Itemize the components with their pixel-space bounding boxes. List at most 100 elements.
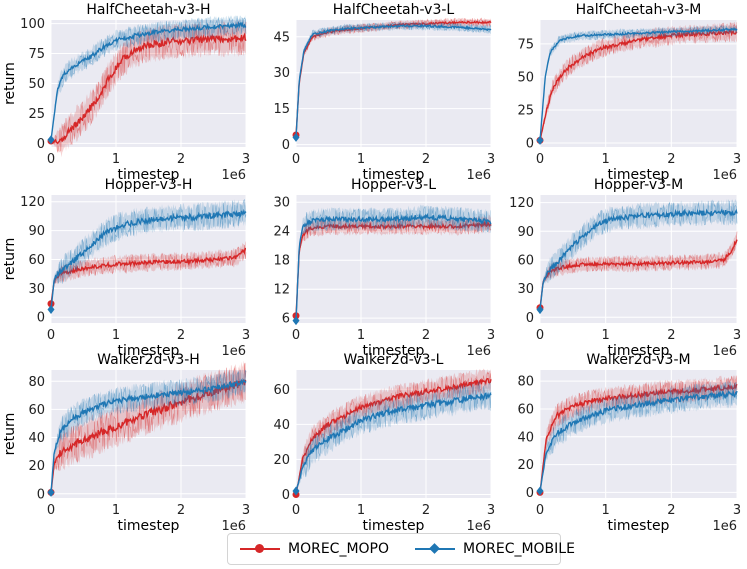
x-scale-label: 1e6	[712, 519, 737, 534]
legend-item-morec-mobile: MOREC_MOBILE	[415, 541, 575, 557]
x-tick-label: 0	[292, 152, 300, 167]
data-point	[292, 316, 300, 326]
y-tick-label: 20	[517, 458, 534, 473]
y-tick-label: 40	[28, 431, 45, 446]
plot-area	[296, 20, 491, 147]
x-tick-label: 0	[47, 328, 55, 343]
y-tick-label: 15	[273, 102, 290, 117]
y-tick-label: 30	[517, 282, 534, 297]
x-axis-label: timestep	[363, 167, 425, 183]
y-tick-label: 12	[273, 283, 290, 298]
confidence-band	[51, 241, 246, 304]
data-point	[536, 486, 544, 496]
y-tick-label: 30	[28, 282, 45, 297]
series-morec-mobile	[292, 204, 492, 326]
data-point	[47, 305, 55, 315]
chart-title: Hopper-v3-L	[351, 177, 436, 193]
x-tick-label: 0	[536, 152, 544, 167]
x-tick-label: 3	[487, 503, 495, 518]
x-scale-label: 1e6	[466, 344, 491, 359]
data-point	[47, 487, 55, 497]
y-tick-label: 25	[28, 107, 45, 122]
mean-line	[50, 247, 246, 304]
noisy-trace	[50, 199, 247, 310]
chart-panel-1: 0 25 50 75 100 0 1 2 3 HalfCheetah-v3-H timestep 1e…	[2, 2, 250, 183]
x-tick-label: 0	[536, 328, 544, 343]
mean-line	[295, 23, 492, 138]
y-tick-label: 90	[28, 224, 45, 239]
chart-panel-6: 0 30 60 90 120 0 1 2 3 Hopper-v3-M timestep 1e6	[509, 177, 741, 359]
confidence-band	[51, 199, 246, 310]
mean-line	[295, 392, 492, 492]
y-tick-label: 25	[517, 103, 534, 118]
y-tick-label: 0	[37, 311, 45, 326]
chart-panel-8: 0 20 40 60 0 1 2 3 Walker2d-v3-L timestep 1e6	[273, 352, 495, 534]
x-tick-label: 3	[487, 152, 495, 167]
noisy-trace	[539, 231, 738, 308]
legend-label-mopo: MOREC_MOPO	[288, 541, 390, 557]
mean-line	[50, 208, 247, 310]
mean-line	[539, 382, 738, 493]
series-morec-mopo	[536, 231, 738, 312]
x-axis-label: timestep	[363, 343, 425, 359]
x-scale-label: 1e6	[466, 168, 491, 183]
y-tick-label: 100	[20, 17, 45, 32]
x-axis-label: timestep	[608, 343, 670, 359]
noisy-trace	[50, 370, 247, 493]
mean-line	[295, 212, 492, 321]
data-point	[536, 305, 544, 315]
confidence-band	[540, 379, 737, 491]
x-tick-label: 1	[112, 328, 120, 343]
y-axis-label: return	[2, 413, 18, 456]
plot-area	[296, 195, 491, 323]
x-scale-label: 1e6	[221, 519, 246, 534]
series-morec-mobile	[536, 198, 738, 315]
y-tick-label: 80	[28, 375, 45, 390]
x-tick-label: 3	[242, 152, 250, 167]
y-tick-label: 30	[273, 196, 290, 211]
chart-title: Hopper-v3-H	[105, 177, 193, 193]
data-point	[536, 135, 544, 145]
y-tick-label: 40	[517, 430, 534, 445]
x-tick-label: 0	[292, 503, 300, 518]
confidence-band	[296, 381, 491, 491]
y-tick-label: 30	[273, 66, 290, 81]
noisy-trace	[295, 205, 492, 321]
series-morec-mobile	[536, 379, 738, 496]
confidence-band	[296, 368, 491, 495]
x-tick-label: 2	[667, 152, 675, 167]
y-tick-label: 50	[28, 77, 45, 92]
x-axis-label: timestep	[118, 167, 180, 183]
confidence-band	[540, 24, 737, 141]
x-scale-label: 1e6	[712, 168, 737, 183]
y-axis-label: return	[2, 238, 18, 281]
y-tick-label: 60	[28, 403, 45, 418]
mean-line	[539, 389, 738, 492]
confidence-band	[540, 198, 737, 310]
legend-label-mobile: MOREC_MOBILE	[463, 541, 575, 557]
y-tick-label: 75	[28, 47, 45, 62]
y-tick-label: 18	[273, 254, 290, 269]
x-tick-label: 0	[47, 152, 55, 167]
legend: MOREC_MOPO MOREC_MOBILE	[227, 533, 575, 565]
plot-area	[296, 370, 491, 498]
x-tick-label: 1	[357, 328, 365, 343]
chart-panel-3: 0 25 50 75 0 1 2 3 HalfCheetah-v3-M timestep 1e6	[517, 2, 741, 183]
x-axis-label: timestep	[118, 343, 180, 359]
confidence-band	[296, 204, 491, 321]
x-tick-label: 1	[357, 152, 365, 167]
x-tick-label: 1	[357, 503, 365, 518]
y-tick-label: 6	[282, 312, 290, 327]
chart-panel-2: 0 15 30 45 0 1 2 3 HalfCheetah-v3-L timestep 1e6	[273, 2, 495, 183]
x-tick-label: 1	[602, 328, 610, 343]
chart-panel-7: 0 20 40 60 80 0 1 2 3 Walker2d-v3-H timestep 1e6 ret…	[2, 352, 250, 534]
mean-line	[295, 377, 492, 495]
y-tick-label: 0	[37, 487, 45, 502]
x-tick-label: 3	[733, 328, 741, 343]
x-tick-label: 0	[536, 503, 544, 518]
noisy-trace	[295, 217, 492, 316]
noisy-trace	[295, 21, 492, 138]
x-tick-label: 3	[733, 152, 741, 167]
